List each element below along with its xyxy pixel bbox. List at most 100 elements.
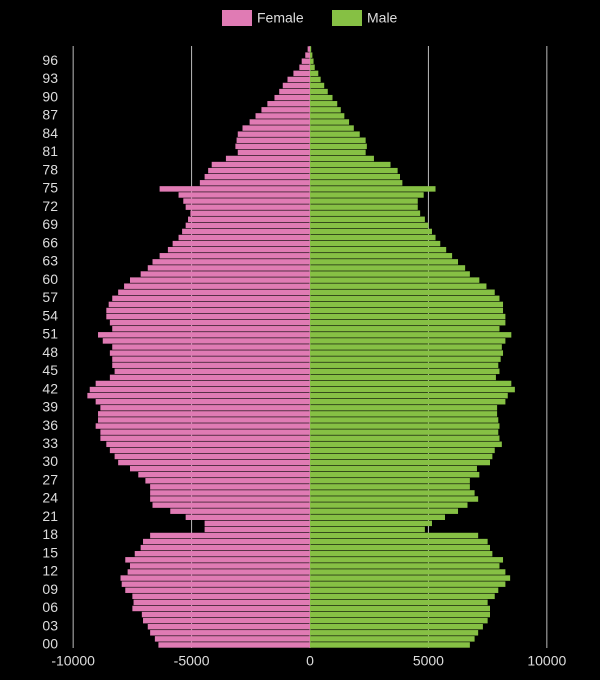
bar <box>185 514 310 520</box>
bar <box>310 332 512 338</box>
bar <box>279 88 310 95</box>
bar <box>310 216 425 223</box>
bar <box>310 617 488 624</box>
bar <box>172 240 310 247</box>
y-tick-label: 63 <box>42 253 58 269</box>
bar <box>237 149 310 156</box>
bar <box>310 259 459 265</box>
bar <box>112 362 310 368</box>
bar <box>310 88 328 95</box>
bar <box>130 465 310 472</box>
bar <box>132 593 310 600</box>
bar <box>185 222 310 229</box>
bar <box>152 259 310 265</box>
bar <box>310 326 500 332</box>
bar <box>310 405 498 411</box>
x-tick-label: -5000 <box>174 653 210 669</box>
bar <box>120 575 311 581</box>
x-tick-label: -10000 <box>51 653 95 669</box>
bar <box>310 119 350 125</box>
bar <box>310 137 366 143</box>
bar <box>310 246 447 253</box>
bar <box>100 429 310 435</box>
bar <box>98 332 311 338</box>
bar <box>310 520 432 527</box>
bar <box>310 484 470 490</box>
bar <box>127 569 310 575</box>
legend-swatch <box>332 10 362 26</box>
bar <box>310 234 436 241</box>
y-tick-label: 93 <box>42 70 58 86</box>
bar <box>109 319 310 326</box>
bar <box>143 617 310 624</box>
bar <box>87 392 310 399</box>
bar <box>132 605 310 612</box>
bar <box>310 94 333 101</box>
bar <box>310 459 490 466</box>
bar <box>310 70 319 77</box>
bar <box>310 64 315 71</box>
bar <box>310 222 429 229</box>
bar <box>133 599 310 606</box>
bar <box>235 143 310 150</box>
bar <box>310 593 495 600</box>
bar <box>310 429 499 435</box>
bar <box>125 557 311 563</box>
bar <box>125 587 311 593</box>
bar <box>310 52 313 58</box>
bar <box>310 526 425 533</box>
bar <box>310 131 360 137</box>
y-tick-label: 00 <box>42 636 58 652</box>
bar <box>310 636 475 642</box>
bar <box>154 636 310 642</box>
bar <box>310 198 418 204</box>
y-tick-label: 09 <box>42 581 58 597</box>
y-tick-label: 57 <box>42 289 58 305</box>
bar <box>310 441 502 448</box>
y-tick-label: 60 <box>42 271 58 287</box>
bar <box>310 569 506 575</box>
bar <box>159 186 310 192</box>
bar <box>310 544 490 551</box>
bar <box>310 502 468 508</box>
bar <box>150 630 310 636</box>
bar <box>310 307 504 314</box>
bar <box>255 113 310 119</box>
bar <box>310 605 490 612</box>
bar <box>145 478 310 484</box>
bar <box>112 344 310 350</box>
bar <box>98 411 311 417</box>
bar <box>310 362 499 368</box>
bar <box>310 265 466 271</box>
bar <box>310 161 391 168</box>
bar <box>225 155 310 162</box>
bar <box>310 204 418 210</box>
bar <box>310 82 325 89</box>
bar <box>130 563 310 569</box>
y-tick-label: 81 <box>42 143 58 159</box>
bar <box>190 210 310 216</box>
bar <box>102 338 311 344</box>
bar <box>293 70 310 77</box>
bar <box>310 113 345 119</box>
bar <box>134 551 310 557</box>
y-tick-label: 90 <box>42 88 58 104</box>
bar <box>307 46 310 52</box>
bar <box>310 240 441 247</box>
bar <box>310 313 506 320</box>
bar <box>310 435 500 441</box>
bar <box>95 398 310 405</box>
bar <box>108 301 311 308</box>
bar <box>310 271 470 277</box>
y-tick-label: 96 <box>42 52 58 68</box>
bar <box>249 119 310 125</box>
y-tick-label: 45 <box>42 362 58 378</box>
bar <box>204 174 310 180</box>
y-tick-label: 12 <box>42 563 58 579</box>
bar <box>95 380 310 387</box>
bar <box>138 471 310 478</box>
bar <box>310 417 499 423</box>
y-tick-label: 15 <box>42 544 58 560</box>
bar <box>170 508 310 514</box>
